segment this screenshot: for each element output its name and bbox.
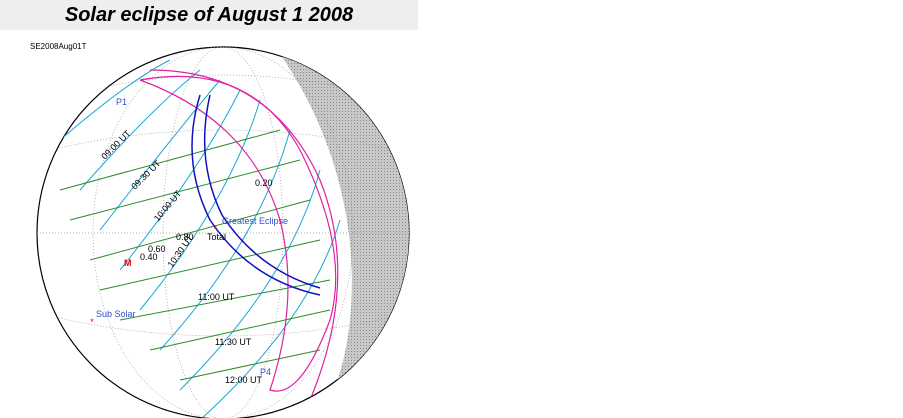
time-contours [59, 59, 341, 418]
map-label: 0.60 [148, 244, 166, 254]
map-label: Sub Solar [96, 309, 136, 319]
map-label: Greatest Eclipse [222, 216, 288, 226]
eclipse-code: SE2008Aug01T [30, 42, 87, 51]
map-label: P4 [260, 367, 271, 377]
map-label: 11:30 UT [215, 337, 252, 347]
map-label: P1 [116, 97, 127, 107]
map-label: 0.80 [176, 232, 194, 242]
map-label: 0.20 [255, 178, 273, 188]
totality-path [191, 94, 321, 296]
subsolar-marker: * [90, 317, 94, 327]
magnitude-lines [59, 129, 331, 381]
title: Solar eclipse of August 1 2008 [0, 0, 418, 30]
greatest-marker: * [213, 224, 217, 234]
penumbra-limit [139, 75, 337, 392]
map-label: 11:00 UT [198, 292, 235, 302]
penumbra-limit [149, 69, 339, 401]
map-label: M [124, 258, 132, 268]
map-label: Total [207, 232, 226, 242]
totality-path [203, 94, 321, 289]
map-label: 0.40 [140, 252, 158, 262]
map-label: 12:00 UT [225, 375, 263, 385]
